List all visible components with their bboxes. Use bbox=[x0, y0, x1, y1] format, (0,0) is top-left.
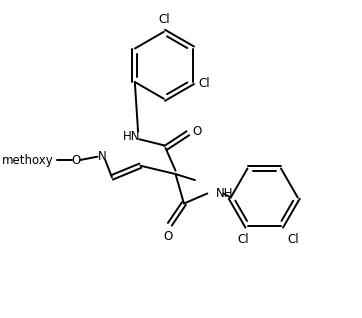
Text: methoxy: methoxy bbox=[1, 154, 53, 167]
Text: Cl: Cl bbox=[158, 13, 170, 26]
Text: Cl: Cl bbox=[199, 77, 210, 90]
Text: O: O bbox=[164, 230, 173, 243]
Text: NH: NH bbox=[216, 187, 233, 200]
Text: HN: HN bbox=[123, 130, 141, 143]
Text: Cl: Cl bbox=[238, 233, 249, 246]
Text: O: O bbox=[192, 125, 202, 138]
Text: N: N bbox=[97, 150, 106, 163]
Text: Cl: Cl bbox=[287, 232, 299, 245]
Text: O: O bbox=[72, 154, 81, 167]
